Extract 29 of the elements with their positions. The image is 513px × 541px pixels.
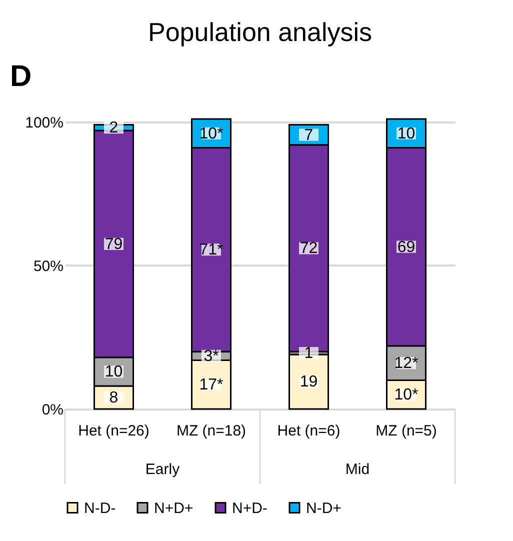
data-label: 12* <box>394 355 418 372</box>
legend-label: N+D+ <box>154 500 194 517</box>
data-label: 19 <box>300 374 318 391</box>
data-label: 10 <box>104 364 123 381</box>
data-label: 8 <box>109 390 118 407</box>
text: D <box>10 60 32 93</box>
text: Mid <box>345 461 370 478</box>
data-label: 17* <box>199 376 224 394</box>
legend-label: N+D- <box>232 500 268 517</box>
x-tick-label: Het (n=6) <box>277 422 340 440</box>
data-label: 3* <box>204 348 219 365</box>
y-tick-label: 50% <box>33 258 64 275</box>
x-tick-label: MZ (n=5) <box>376 422 437 440</box>
data-label: 72 <box>300 240 318 258</box>
y-tick-label: 100% <box>25 114 64 132</box>
data-label: 7 <box>304 126 314 144</box>
data-label: 10 <box>397 125 416 142</box>
data-label: 1 <box>304 345 314 362</box>
x-tick-label: MZ (n=18) <box>176 422 246 440</box>
legend-label: N-D+ <box>306 500 342 517</box>
text: Early <box>145 461 180 478</box>
data-label: 69 <box>397 238 416 256</box>
chart-title: Population analysis <box>148 17 372 47</box>
data-label: 79 <box>104 236 123 253</box>
legend-label: N-D- <box>84 500 116 517</box>
data-label: 2 <box>109 120 118 137</box>
x-tick-label: Het (n=26) <box>78 422 150 440</box>
data-label: 10* <box>394 386 418 404</box>
y-tick-label: 0% <box>42 402 64 418</box>
